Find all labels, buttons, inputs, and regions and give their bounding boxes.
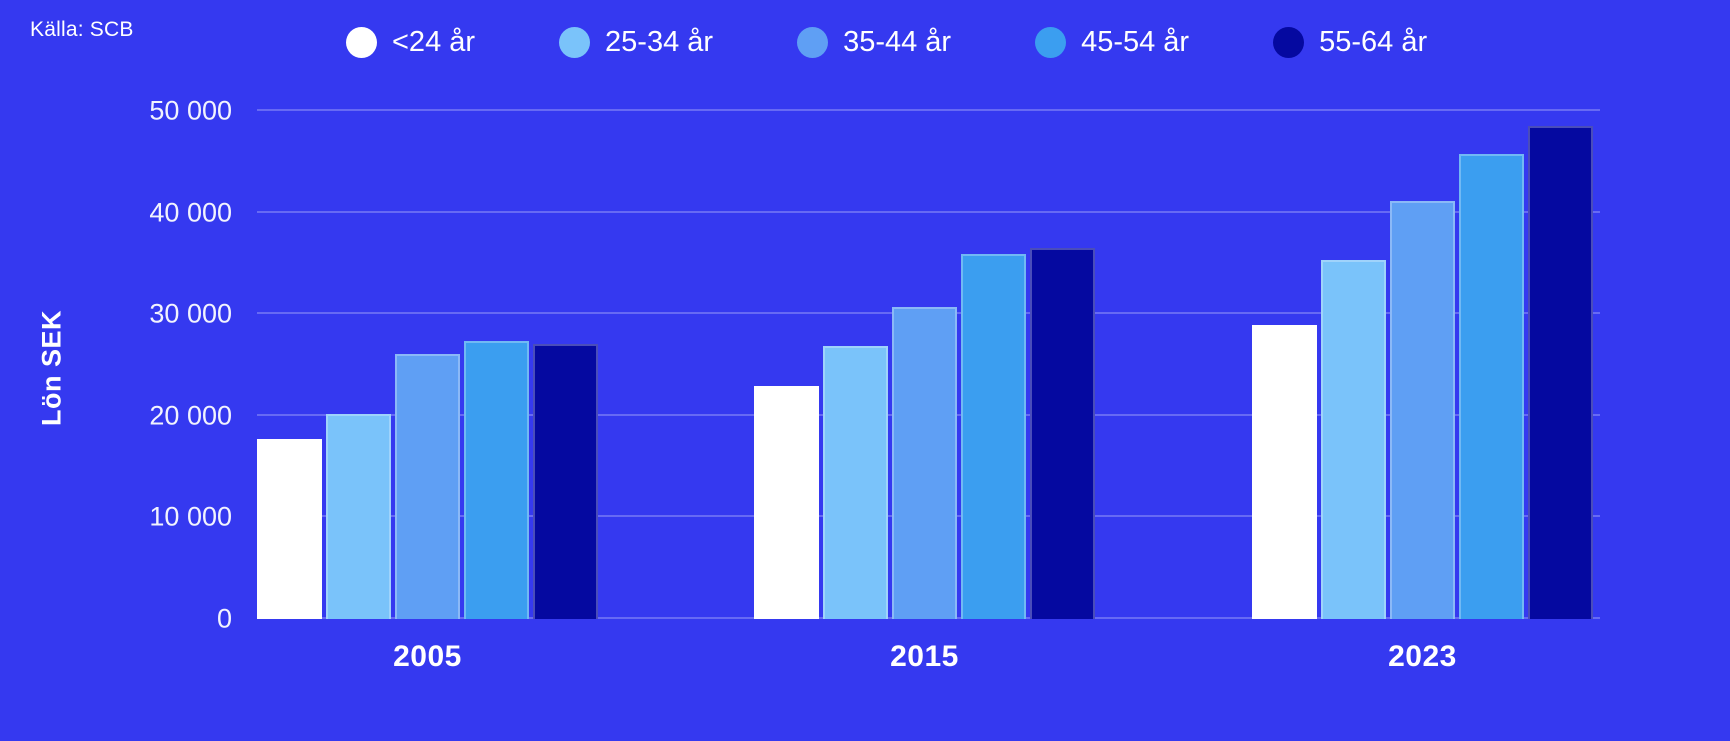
bar <box>1390 201 1455 619</box>
bar <box>1252 325 1317 619</box>
y-tick-label: 0 <box>216 603 232 634</box>
bar-group <box>1252 111 1593 619</box>
y-tick-label: 30 000 <box>149 298 232 329</box>
legend-dot-icon <box>797 27 829 58</box>
legend-item: 55-64 år <box>1273 26 1427 59</box>
legend-dot-icon <box>1273 27 1305 58</box>
x-tick-label: 2023 <box>1388 640 1457 673</box>
bar <box>326 413 391 619</box>
x-tick-label: 2015 <box>890 640 959 673</box>
source-label: Källa: SCB <box>30 18 134 41</box>
bar <box>1459 153 1524 619</box>
y-tick-label: 40 000 <box>149 197 232 228</box>
bar <box>754 386 819 619</box>
bar <box>823 345 888 619</box>
gridline <box>257 210 1600 213</box>
bar-group <box>257 111 598 619</box>
legend-item: 25-34 år <box>559 26 713 59</box>
y-tick-label: 10 000 <box>149 501 232 532</box>
gridline <box>257 109 1600 111</box>
bar <box>464 340 529 619</box>
bar <box>257 439 322 619</box>
legend-dot-icon <box>1035 27 1067 58</box>
bar <box>1030 248 1095 619</box>
legend-item: 45-54 år <box>1035 26 1189 59</box>
y-tick-label: 50 000 <box>149 95 232 126</box>
bar <box>395 353 460 619</box>
y-tick-label: 20 000 <box>149 400 232 431</box>
legend: <24 år 25-34 år 35-44 år 45-54 år 55-64 år <box>346 26 1427 59</box>
bar <box>961 254 1026 619</box>
chart-plot: 0 10 000 20 000 30 000 40 000 50 000 <box>149 96 1600 634</box>
legend-label: 45-54 år <box>1081 26 1190 58</box>
legend-item: <24 år <box>346 26 475 59</box>
legend-item: 35-44 år <box>797 26 951 59</box>
legend-label: 35-44 år <box>843 26 952 58</box>
legend-label: 55-64 år <box>1319 26 1428 58</box>
bar <box>892 307 957 619</box>
bar <box>533 343 598 619</box>
legend-label: <24 år <box>392 26 476 58</box>
legend-dot-icon <box>346 27 377 58</box>
x-tick-label: 2005 <box>393 640 462 673</box>
bar-group <box>754 111 1095 619</box>
bar <box>1321 260 1386 619</box>
legend-label: 25-34 år <box>605 26 714 58</box>
bar <box>1528 126 1593 619</box>
y-axis-title: Lön SEK <box>36 310 67 426</box>
legend-dot-icon <box>559 27 591 58</box>
